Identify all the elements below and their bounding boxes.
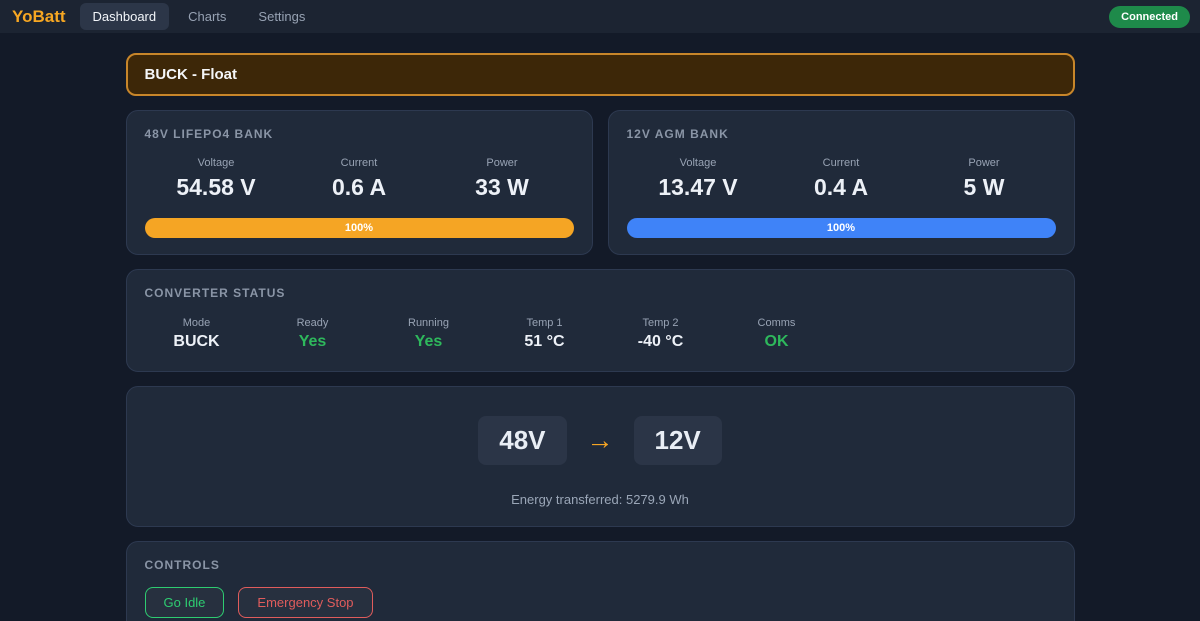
emergency-stop-button[interactable]: Emergency Stop (238, 587, 373, 618)
tab-settings[interactable]: Settings (258, 9, 306, 24)
metric-label: Power (486, 157, 518, 169)
metric-label: Voltage (679, 157, 717, 169)
flow-source-box: 48V (478, 416, 567, 465)
connection-status-badge: Connected (1109, 5, 1190, 28)
status-value: 51 °C (524, 333, 565, 350)
status-label: Comms (757, 317, 796, 329)
converter-status-items: Mode BUCK Ready Yes Running Yes Temp 1 5… (145, 317, 1056, 351)
status-label: Running (408, 317, 449, 329)
metric-voltage: Voltage 13.47 V (627, 157, 770, 201)
mode-status-banner: BUCK - Float (125, 53, 1075, 96)
metric-value: 54.58 V (176, 174, 256, 200)
metric-label: Voltage (197, 157, 235, 169)
status-label: Temp 1 (526, 317, 563, 329)
tab-charts[interactable]: Charts (188, 9, 227, 24)
status-item-temp2: Temp 2 -40 °C (609, 317, 713, 351)
status-value: -40 °C (637, 333, 684, 350)
soc-progress-bar: 100% (144, 218, 574, 238)
go-idle-button[interactable]: Go Idle (144, 587, 225, 618)
bank-card-12v: 12V AGM BANK Voltage 13.47 V Current 0.4… (607, 110, 1075, 255)
status-item-comms: Comms OK (725, 317, 829, 351)
converter-status-card: CONVERTER STATUS Mode BUCK Ready Yes Run… (125, 269, 1075, 372)
status-item-mode: Mode BUCK (145, 317, 249, 351)
controls-card: CONTROLS Go Idle Emergency Stop (125, 541, 1075, 621)
converter-status-title: CONVERTER STATUS (144, 286, 286, 300)
metric-voltage: Voltage 54.58 V (145, 157, 288, 201)
metric-power: Power 5 W (913, 157, 1056, 201)
main-nav: Dashboard Charts Settings (79, 3, 319, 30)
metric-label: Power (968, 157, 1000, 169)
bank-metrics: Voltage 13.47 V Current 0.4 A Power 5 W (627, 157, 1056, 201)
status-value: Yes (414, 333, 443, 350)
metric-current: Current 0.6 A (288, 157, 431, 201)
metric-power: Power 33 W (431, 157, 574, 201)
flow-arrow-icon: → (586, 425, 614, 455)
power-flow-diagram: 48V → 12V (145, 416, 1056, 465)
metric-value: 0.4 A (813, 174, 869, 200)
metric-value: 33 W (475, 174, 529, 200)
controls-title: CONTROLS (144, 558, 220, 572)
status-value: Yes (298, 333, 327, 350)
app-header: YoBatt Dashboard Charts Settings Connect… (0, 0, 1200, 33)
metric-label: Current (340, 157, 378, 169)
status-item-running: Running Yes (377, 317, 481, 351)
soc-progress-bar: 100% (626, 218, 1056, 238)
metric-value: 5 W (963, 174, 1005, 200)
battery-banks-row: 48V LIFEPO4 BANK Voltage 54.58 V Current… (125, 110, 1075, 255)
metric-value: 13.47 V (658, 174, 738, 200)
status-value: OK (764, 333, 789, 350)
bank-card-title: 48V LIFEPO4 BANK (144, 127, 274, 141)
tab-dashboard[interactable]: Dashboard (79, 3, 170, 30)
bank-card-48v: 48V LIFEPO4 BANK Voltage 54.58 V Current… (125, 110, 593, 255)
metric-current: Current 0.4 A (770, 157, 913, 201)
controls-buttons-row: Go Idle Emergency Stop (144, 587, 1056, 618)
dashboard-page: BUCK - Float 48V LIFEPO4 BANK Voltage 54… (125, 33, 1075, 621)
metric-value: 0.6 A (331, 174, 387, 200)
status-item-temp1: Temp 1 51 °C (493, 317, 597, 351)
status-label: Ready (296, 317, 329, 329)
flow-target-box: 12V (633, 416, 722, 465)
app-logo: YoBatt (12, 6, 66, 26)
status-label: Temp 2 (642, 317, 679, 329)
energy-transferred-text: Energy transferred: 5279.9 Wh (511, 492, 689, 507)
status-item-ready: Ready Yes (261, 317, 365, 351)
bank-metrics: Voltage 54.58 V Current 0.6 A Power 33 W (145, 157, 574, 201)
metric-label: Current (822, 157, 860, 169)
bank-card-title: 12V AGM BANK (626, 127, 729, 141)
power-flow-card: 48V → 12V Energy transferred: 5279.9 Wh (125, 386, 1075, 527)
status-value: BUCK (173, 333, 220, 350)
status-label: Mode (182, 317, 211, 329)
